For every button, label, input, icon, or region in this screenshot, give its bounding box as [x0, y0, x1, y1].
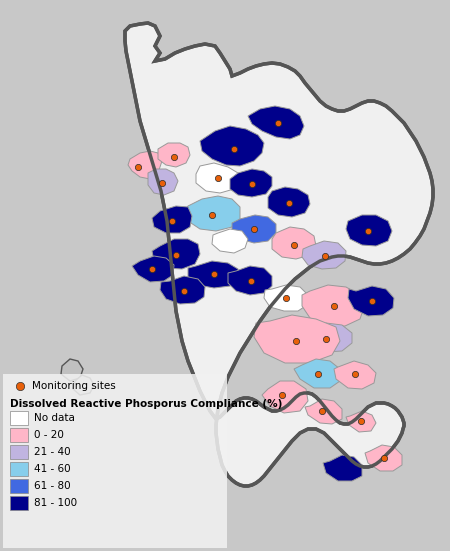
Bar: [10, 496, 28, 510]
Polygon shape: [232, 215, 276, 243]
Polygon shape: [323, 455, 362, 481]
Polygon shape: [305, 399, 342, 424]
Polygon shape: [148, 169, 178, 195]
Bar: [10, 445, 28, 459]
Polygon shape: [160, 276, 205, 304]
Polygon shape: [188, 261, 238, 288]
Bar: [10, 411, 28, 425]
Polygon shape: [200, 126, 264, 166]
Polygon shape: [61, 359, 83, 381]
Polygon shape: [254, 315, 340, 363]
FancyBboxPatch shape: [3, 374, 227, 548]
Polygon shape: [300, 323, 352, 352]
Text: 61 - 80: 61 - 80: [34, 481, 71, 491]
Text: No data: No data: [34, 413, 75, 423]
Text: 21 - 40: 21 - 40: [34, 447, 71, 457]
Polygon shape: [334, 361, 376, 389]
Polygon shape: [73, 375, 94, 395]
Polygon shape: [294, 359, 340, 388]
Polygon shape: [268, 187, 310, 217]
Text: Dissolved Reactive Phosporus Compliance (%): Dissolved Reactive Phosporus Compliance …: [10, 399, 283, 409]
Polygon shape: [302, 285, 364, 326]
Polygon shape: [230, 169, 272, 197]
Text: 0 - 20: 0 - 20: [34, 430, 64, 440]
Polygon shape: [302, 241, 346, 269]
Polygon shape: [262, 381, 308, 413]
Polygon shape: [248, 106, 304, 139]
Bar: [10, 462, 28, 476]
Polygon shape: [132, 256, 174, 282]
Polygon shape: [365, 445, 402, 471]
Text: 41 - 60: 41 - 60: [34, 464, 71, 474]
Polygon shape: [152, 206, 192, 233]
Polygon shape: [196, 163, 240, 193]
Polygon shape: [264, 285, 308, 311]
Polygon shape: [212, 229, 248, 253]
Polygon shape: [346, 411, 376, 432]
Polygon shape: [184, 196, 240, 231]
Polygon shape: [348, 286, 394, 316]
Polygon shape: [346, 215, 392, 246]
Polygon shape: [272, 227, 316, 259]
Polygon shape: [152, 239, 200, 269]
Text: Monitoring sites: Monitoring sites: [32, 381, 116, 391]
Bar: [10, 479, 28, 493]
Polygon shape: [125, 23, 433, 486]
Polygon shape: [158, 143, 190, 167]
Text: 81 - 100: 81 - 100: [34, 498, 77, 508]
Polygon shape: [128, 151, 162, 179]
Polygon shape: [228, 266, 272, 295]
Bar: [10, 428, 28, 442]
